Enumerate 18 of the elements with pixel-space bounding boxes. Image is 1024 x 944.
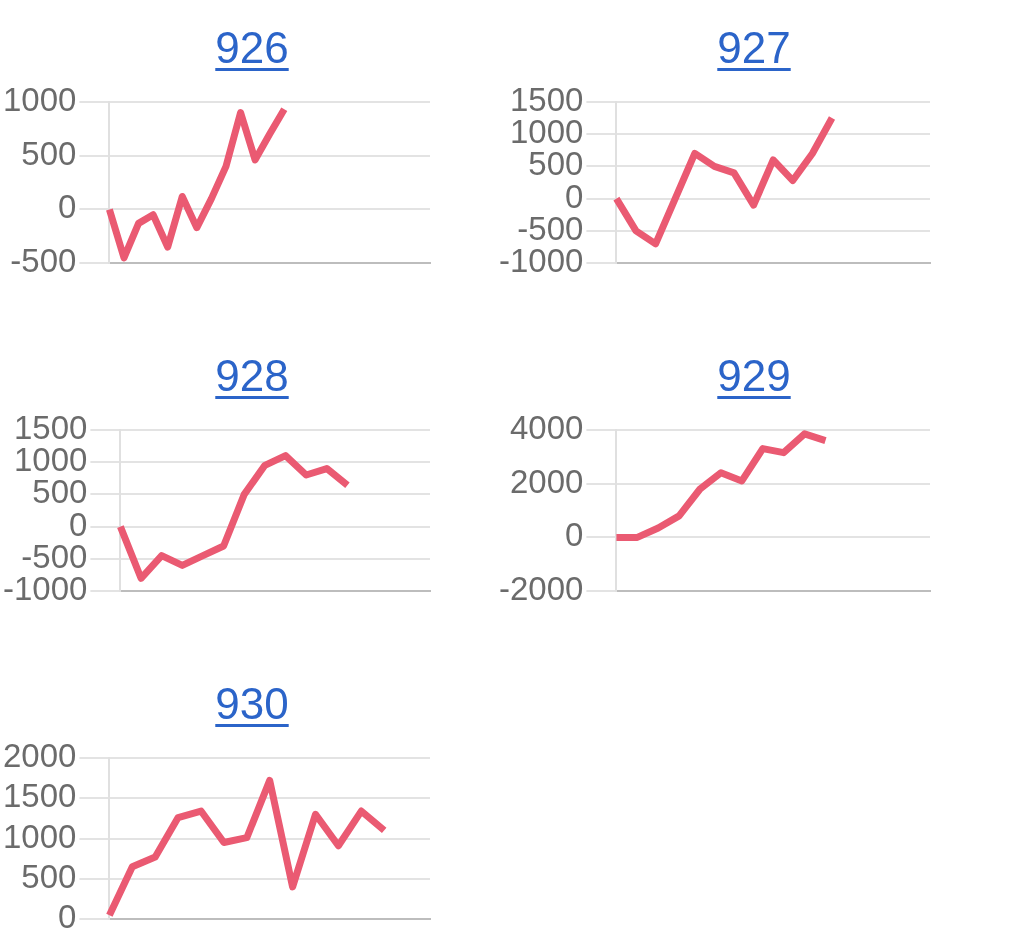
y-tick-label: 4000 <box>509 408 584 446</box>
y-tick-label: -2000 <box>499 570 584 608</box>
y-tick-label: 0 <box>565 516 584 554</box>
y-tick-label: 1500 <box>2 777 77 815</box>
chart-title: 926 <box>214 22 290 74</box>
chart-title: 928 <box>214 350 290 402</box>
chart-title: 927 <box>716 22 792 74</box>
y-tick-label: 500 <box>21 857 77 895</box>
chart-title: 929 <box>716 350 792 402</box>
y-tick-label: -500 <box>10 242 77 280</box>
y-tick-label: 0 <box>58 188 77 226</box>
y-tick-label: 1000 <box>2 80 77 118</box>
chart-title: 930 <box>214 678 290 730</box>
y-tick-label: 2000 <box>2 736 77 774</box>
y-tick-label: 0 <box>58 898 77 936</box>
y-tick-label: 2000 <box>509 462 584 500</box>
y-tick-label: 1000 <box>2 817 77 855</box>
y-tick-label: 500 <box>21 134 77 172</box>
